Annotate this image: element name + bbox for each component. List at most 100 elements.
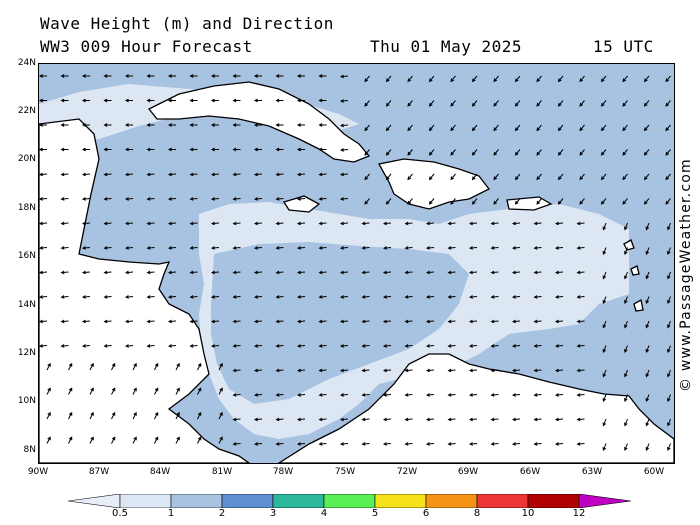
wave-arrow <box>60 221 69 226</box>
wave-arrow <box>622 173 628 181</box>
wave-arrow <box>602 418 607 427</box>
wave-arrow <box>39 123 47 127</box>
wave-arrow <box>275 270 284 275</box>
wave-arrow <box>275 319 284 324</box>
wave-arrow <box>447 246 456 250</box>
wave-arrow <box>210 270 220 275</box>
wave-arrow <box>275 295 284 299</box>
wave-arrow <box>450 173 456 181</box>
wave-arrow <box>533 368 542 373</box>
wave-arrow <box>645 247 650 255</box>
wave-arrow <box>189 246 198 250</box>
wave-arrow <box>339 172 349 177</box>
wave-map[interactable] <box>38 63 675 464</box>
wave-arrow <box>124 98 133 103</box>
wave-arrow <box>361 270 370 275</box>
wave-arrow <box>600 100 607 107</box>
lat-label: 22N <box>17 106 36 116</box>
land <box>39 81 674 463</box>
wave-arrow <box>275 98 284 103</box>
wave-arrow <box>602 443 607 451</box>
wave-arrow <box>557 173 564 181</box>
wave-arrow <box>318 74 327 78</box>
wave-arrow <box>60 270 69 275</box>
wave-arrow <box>146 197 155 201</box>
wave-arrow <box>667 222 671 231</box>
wave-arrow <box>557 124 564 132</box>
wave-arrow <box>232 368 241 373</box>
wave-arrow <box>667 247 671 255</box>
colorbar-segment <box>323 494 376 508</box>
wave-arrow <box>146 246 155 250</box>
wave-arrow <box>218 411 223 420</box>
wave-arrow <box>167 319 177 324</box>
wave-arrow <box>428 149 435 156</box>
wave-arrow <box>511 319 521 324</box>
lat-label: 16N <box>17 251 36 261</box>
wave-arrow <box>490 295 499 299</box>
forecast-date: Thu 01 May 2025 <box>370 37 522 56</box>
lon-label: 60W <box>643 467 665 477</box>
wave-arrow <box>167 123 176 127</box>
wave-arrow <box>364 124 370 132</box>
wave-arrow <box>490 246 499 250</box>
forecast-label: WW3 009 Hour Forecast <box>40 37 253 56</box>
wave-arrow <box>103 74 112 78</box>
wave-arrow <box>361 368 370 373</box>
wave-arrow <box>425 417 435 422</box>
wave-arrow <box>404 270 413 275</box>
wave-arrow <box>600 75 607 83</box>
wave-arrow <box>339 221 349 226</box>
wave-arrow <box>232 74 241 78</box>
wave-arrow <box>468 344 478 348</box>
wave-arrow <box>600 198 607 205</box>
wave-arrow <box>132 411 137 420</box>
wave-arrow <box>103 172 112 177</box>
wave-arrow <box>339 344 349 348</box>
lon-label: 84W <box>149 467 171 477</box>
wave-arrow <box>511 221 521 226</box>
wave-arrow <box>404 393 413 397</box>
wave-arrow <box>275 221 284 226</box>
wave-arrow <box>643 124 650 132</box>
lat-label: 14N <box>17 300 36 310</box>
wave-arrow <box>146 295 155 299</box>
wave-arrow <box>339 197 349 201</box>
wave-arrow <box>39 270 48 275</box>
wave-arrow <box>404 221 413 226</box>
wave-arrow <box>39 295 48 299</box>
wave-arrow <box>471 75 478 83</box>
wave-arrow <box>407 100 413 107</box>
wave-arrow <box>103 270 112 275</box>
wave-arrow <box>210 246 220 250</box>
wave-arrow <box>275 147 284 152</box>
wave-arrow <box>425 368 435 373</box>
wave-arrow <box>404 295 413 299</box>
wave-arrow <box>624 222 628 231</box>
wave-arrow <box>275 172 284 177</box>
wave-arrow <box>511 442 521 446</box>
wave-arrow <box>89 362 94 371</box>
wave-arrow <box>318 172 327 177</box>
wave-arrow <box>167 98 176 103</box>
wave-arrow <box>554 221 564 226</box>
wave-arrow <box>154 387 159 395</box>
wave-arrow <box>197 387 202 395</box>
colorbar-segment <box>374 494 427 508</box>
wave-arrow <box>167 221 177 226</box>
wave-arrow <box>468 270 478 275</box>
wave-arrow <box>275 344 284 348</box>
wave-arrow <box>275 393 284 397</box>
wave-arrow <box>645 418 650 427</box>
wave-arrow <box>514 173 521 181</box>
wave-arrow <box>232 246 241 250</box>
wave-arrow <box>407 124 413 132</box>
wave-arrow <box>361 393 370 397</box>
wave-arrow <box>576 270 585 275</box>
wave-arrow <box>296 368 306 373</box>
wave-arrow <box>533 246 542 250</box>
wave-arrow <box>602 345 607 353</box>
wave-arrow <box>645 296 650 304</box>
wave-arrow <box>146 74 155 78</box>
wave-arrow <box>643 149 650 156</box>
